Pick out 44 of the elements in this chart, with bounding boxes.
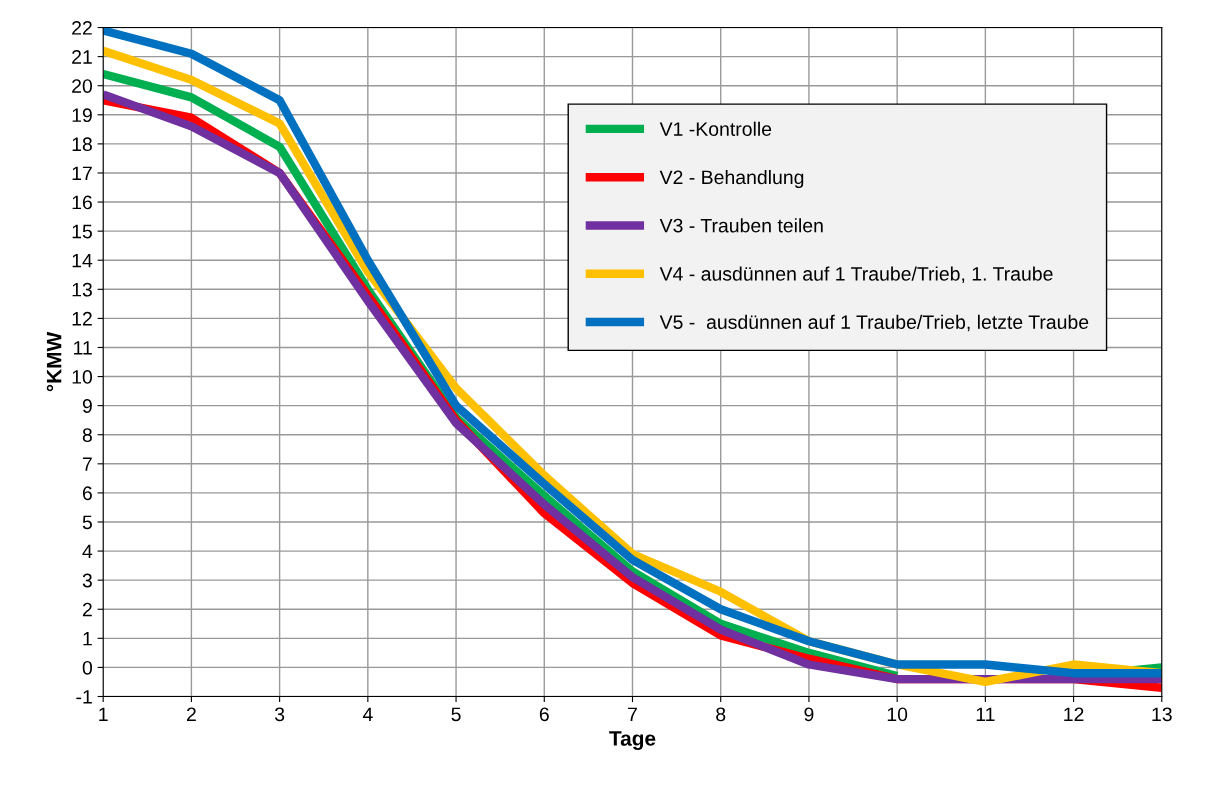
y-axis-title: °KMW [46,331,62,392]
y-tick-label: 20 [72,79,93,93]
legend-label: V1 -Kontrolle [659,121,772,136]
x-tick-label: 7 [628,707,637,721]
x-tick-label: 10 [887,707,908,722]
y-tick-label: 3 [82,573,92,588]
y-tick-label: 2 [82,602,92,617]
y-tick-label: 7 [82,457,92,471]
y-tick-label: 8 [82,428,92,442]
legend-label: V2 - Behandlung [659,169,804,189]
x-tick-label: 2 [186,707,196,721]
x-tick-label: 1 [99,707,108,721]
y-tick-label: 13 [72,282,92,297]
y-tick-label: 12 [72,311,92,326]
x-tick-label: 8 [716,707,726,722]
y-tick-label: 10 [72,370,93,384]
x-tick-label: 6 [539,707,549,722]
y-tick-label: 15 [72,224,92,239]
x-tick-label: 3 [274,707,285,722]
y-tick-label: 17 [72,166,92,181]
x-axis-title: Tage [609,731,656,751]
legend-label: V4 - ausdünnen auf 1 Traube/Trieb, 1. Traube [659,266,1053,284]
x-tick-label: 5 [451,707,461,722]
y-tick-label: 14 [72,253,93,268]
x-tick-label: 12 [1064,707,1084,721]
y-tick-label: 21 [72,50,92,64]
y-tick-label: 22 [72,21,92,35]
y-tick-label: 19 [72,108,92,123]
x-tick-label: 9 [804,707,814,722]
y-tick-label: 0 [82,660,93,675]
y-tick-label: 11 [74,341,92,355]
y-tick-label: -1 [76,690,92,704]
x-tick-label: 4 [362,707,373,721]
y-tick-label: 5 [82,515,92,530]
legend-label: V3 - Trauben teilen [659,218,823,233]
x-tick-label: 13 [1152,707,1172,722]
y-tick-label: 1 [83,631,92,646]
y-tick-label: 9 [82,399,92,413]
x-tick-label: 11 [976,707,995,721]
y-tick-label: 16 [72,195,92,210]
y-tick-label: 4 [82,544,93,559]
y-tick-label: 18 [72,137,92,152]
legend-label: V5 - ausdünnen auf 1 Traube/Trieb, letzte Traube [659,314,1089,332]
y-tick-label: 6 [82,486,92,501]
